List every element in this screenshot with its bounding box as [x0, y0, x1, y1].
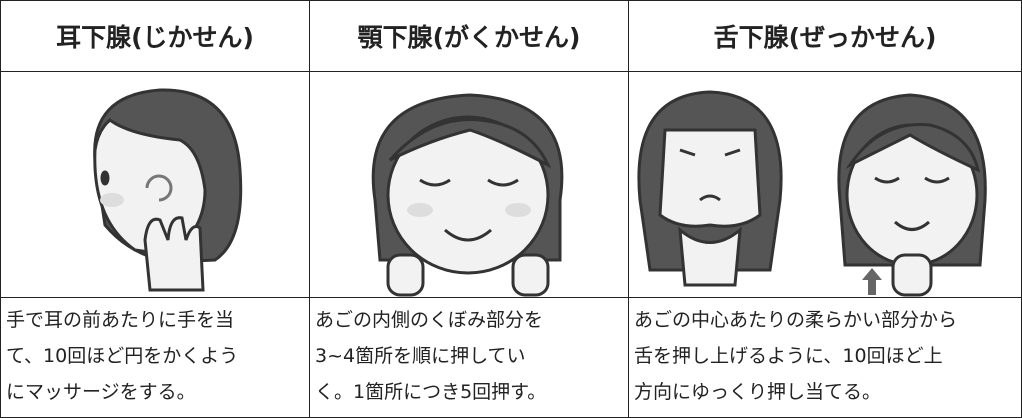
- header: 舌下腺(ぜっかせん): [713, 23, 937, 52]
- pressing-face: [837, 93, 987, 297]
- header: 顎下腺(がくかせん): [357, 23, 581, 52]
- upward-face: [637, 90, 783, 287]
- description-line: 舌を押し上げるように、10回ほど上: [634, 345, 943, 367]
- description-line: あごの内側のくぼみ部分を: [315, 309, 544, 331]
- description-line: にマッサージをする。: [6, 381, 196, 403]
- description-line: あごの中心あたりの柔らかい部分から: [634, 309, 958, 331]
- front-face: [371, 93, 564, 297]
- description-cell: 手で耳の前あたりに手を当 て、10回ほど円をかくよう にマッサージをする。: [0, 297, 310, 418]
- description-line: 方向にゆっくり押し当てる。: [634, 381, 882, 403]
- description-cell: あごの内側のくぼみ部分を 3~4箇所を順に押してい く。1箇所につき5回押す。: [309, 297, 629, 418]
- header-cell: 舌下腺(ぜっかせん): [628, 0, 1022, 72]
- description-cell: あごの中心あたりの柔らかい部分から 舌を押し上げるように、10回ほど上 方向にゆ…: [628, 297, 1022, 418]
- description-line: く。1箇所につき5回押す。: [315, 381, 547, 403]
- side-face: [93, 88, 243, 292]
- header: 耳下腺(じかせん): [56, 23, 254, 52]
- description-line: 手で耳の前あたりに手を当: [6, 309, 235, 331]
- description-line: 3~4箇所を順に押してい: [315, 345, 526, 367]
- description-line: て、10回ほど円をかくよう: [6, 345, 239, 367]
